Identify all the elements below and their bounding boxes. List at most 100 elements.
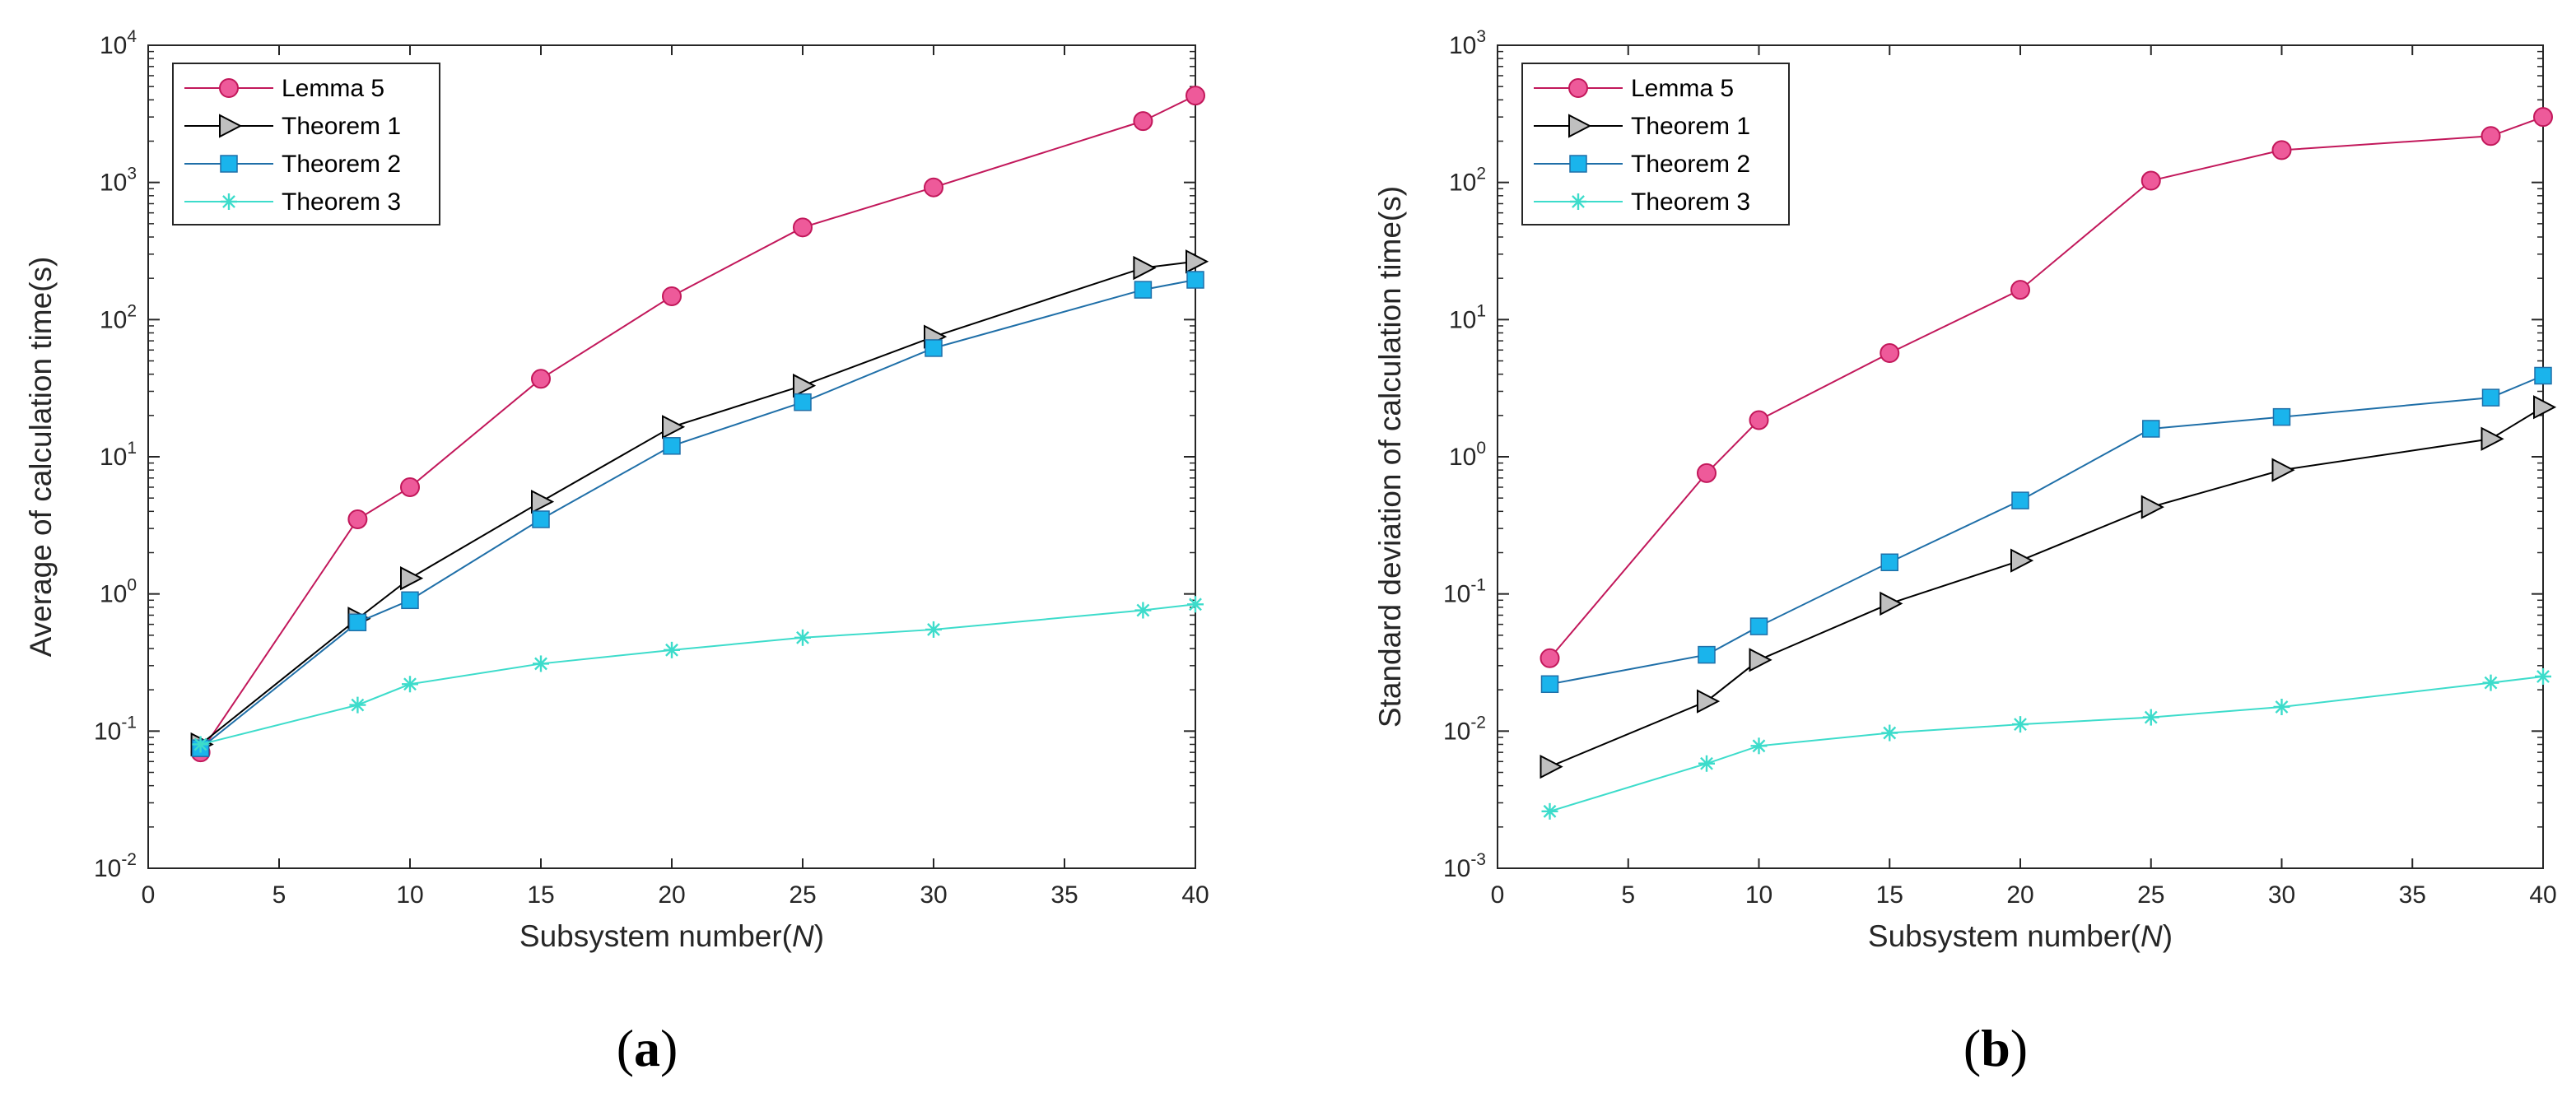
data-point [1541, 802, 1558, 820]
data-point [2533, 395, 2557, 420]
data-point [1697, 463, 1717, 483]
data-point [532, 510, 550, 528]
data-point [349, 696, 366, 714]
data-point [2272, 407, 2291, 426]
data-point [925, 621, 942, 638]
data-point [2534, 366, 2552, 385]
y-tick-label: 10-2 [1443, 713, 1486, 745]
x-tick-label: 35 [2399, 881, 2426, 909]
data-point [1134, 602, 1152, 619]
legend: Lemma 5 Theorem 1 Theorem 2 Theorem 3 [1521, 63, 1790, 226]
data-point [793, 217, 813, 238]
data-point [1750, 737, 1768, 755]
data-point [1880, 553, 1898, 572]
x-tick-label: 20 [658, 881, 685, 909]
x-tick-label: 40 [2529, 881, 2556, 909]
data-point [400, 477, 420, 497]
data-point [2140, 170, 2161, 191]
data-point [2273, 698, 2290, 715]
data-point [1187, 596, 1204, 613]
y-tick-label: 101 [1449, 301, 1486, 333]
data-point [925, 339, 943, 357]
y-tick-label: 101 [100, 439, 137, 471]
x-tick-label: 15 [527, 881, 554, 909]
x-tick-label: 40 [1181, 881, 1209, 909]
x-tick-label: 25 [789, 881, 816, 909]
data-point [1749, 648, 1772, 672]
chart-b: 0 5 10 15 20 25 30 35 40 10-3 10-2 10-1 100 101 102 103… [1373, 27, 2557, 1077]
x-tick-label: 10 [396, 881, 423, 909]
data-point [1540, 648, 1560, 668]
legend: Lemma 5 Theorem 1 Theorem 2 Theorem 3 [172, 63, 440, 226]
data-point [1881, 724, 1898, 742]
data-point [400, 566, 424, 591]
y-tick-label: 100 [1449, 439, 1486, 471]
y-tick-label: 10-1 [94, 713, 137, 745]
chart-a: 0 5 10 15 20 25 30 35 40 10-2 10-1 100 101 102 103 104 S… [24, 27, 1209, 1077]
x-tick-label: 30 [920, 881, 947, 909]
data-point [794, 393, 812, 412]
data-point [1133, 255, 1157, 281]
series-theorem-3 [192, 596, 1204, 753]
x-tick-label: 5 [1621, 881, 1635, 909]
y-tick-label: 10-1 [1443, 576, 1486, 608]
legend-box [1521, 63, 1790, 226]
series-theorem-3 [1541, 668, 2551, 820]
data-point [1698, 645, 1716, 664]
data-point [2481, 126, 2501, 146]
x-tick-label: 25 [2137, 881, 2164, 909]
data-point [1134, 281, 1153, 299]
legend-marker [1569, 155, 1587, 173]
data-point [2271, 458, 2295, 482]
data-point [2481, 388, 2500, 407]
legend-entry: Theorem 1 [1631, 113, 1750, 140]
legend-marker [1568, 114, 1592, 138]
y-tick-label: 103 [1449, 27, 1486, 59]
legend-marker [220, 155, 238, 173]
data-point [1186, 249, 1209, 274]
data-point [1186, 86, 1205, 106]
y-tick-label: 10-3 [1443, 850, 1486, 882]
x-tick-label: 0 [1491, 881, 1505, 909]
data-point [1880, 343, 1900, 364]
data-point [2142, 709, 2159, 726]
data-point [2140, 495, 2164, 519]
data-point [2010, 548, 2034, 573]
data-point [1540, 754, 1563, 779]
series-theorem-1 [1540, 395, 2557, 779]
legend-entry: Lemma 5 [282, 75, 384, 102]
legend-marker [221, 193, 237, 210]
series-lemma-5 [1540, 107, 2553, 668]
y-axis-label: Standard deviation of calculation time(s… [1373, 186, 1407, 728]
data-point [664, 641, 680, 658]
data-point [662, 286, 682, 306]
data-point [531, 369, 551, 389]
x-tick-label: 20 [2006, 881, 2033, 909]
data-point [2535, 668, 2551, 686]
y-tick-label: 103 [100, 165, 137, 197]
data-point [2533, 107, 2553, 128]
data-point [794, 629, 811, 646]
data-point [1697, 689, 1721, 714]
data-point [192, 736, 209, 753]
data-point [924, 177, 943, 198]
legend-marker [1570, 193, 1586, 210]
x-tick-label: 10 [1745, 881, 1772, 909]
data-point [348, 613, 367, 632]
data-point [347, 509, 368, 529]
data-point [2481, 426, 2504, 451]
legend-marker [219, 114, 243, 138]
data-point [2482, 674, 2499, 691]
series-theorem-2 [191, 271, 1204, 757]
data-point [1749, 617, 1768, 635]
y-tick-label: 102 [1449, 165, 1486, 197]
x-axis-label: Subsystem number(N) [1868, 919, 2173, 953]
x-tick-label: 15 [1876, 881, 1903, 909]
y-tick-label: 100 [100, 576, 137, 608]
data-point [2142, 420, 2160, 438]
data-point [2011, 491, 2029, 509]
x-tick-label: 30 [2268, 881, 2295, 909]
data-point [1880, 591, 1903, 616]
y-tick-label: 104 [100, 27, 137, 59]
y-tick-label: 102 [100, 301, 137, 333]
